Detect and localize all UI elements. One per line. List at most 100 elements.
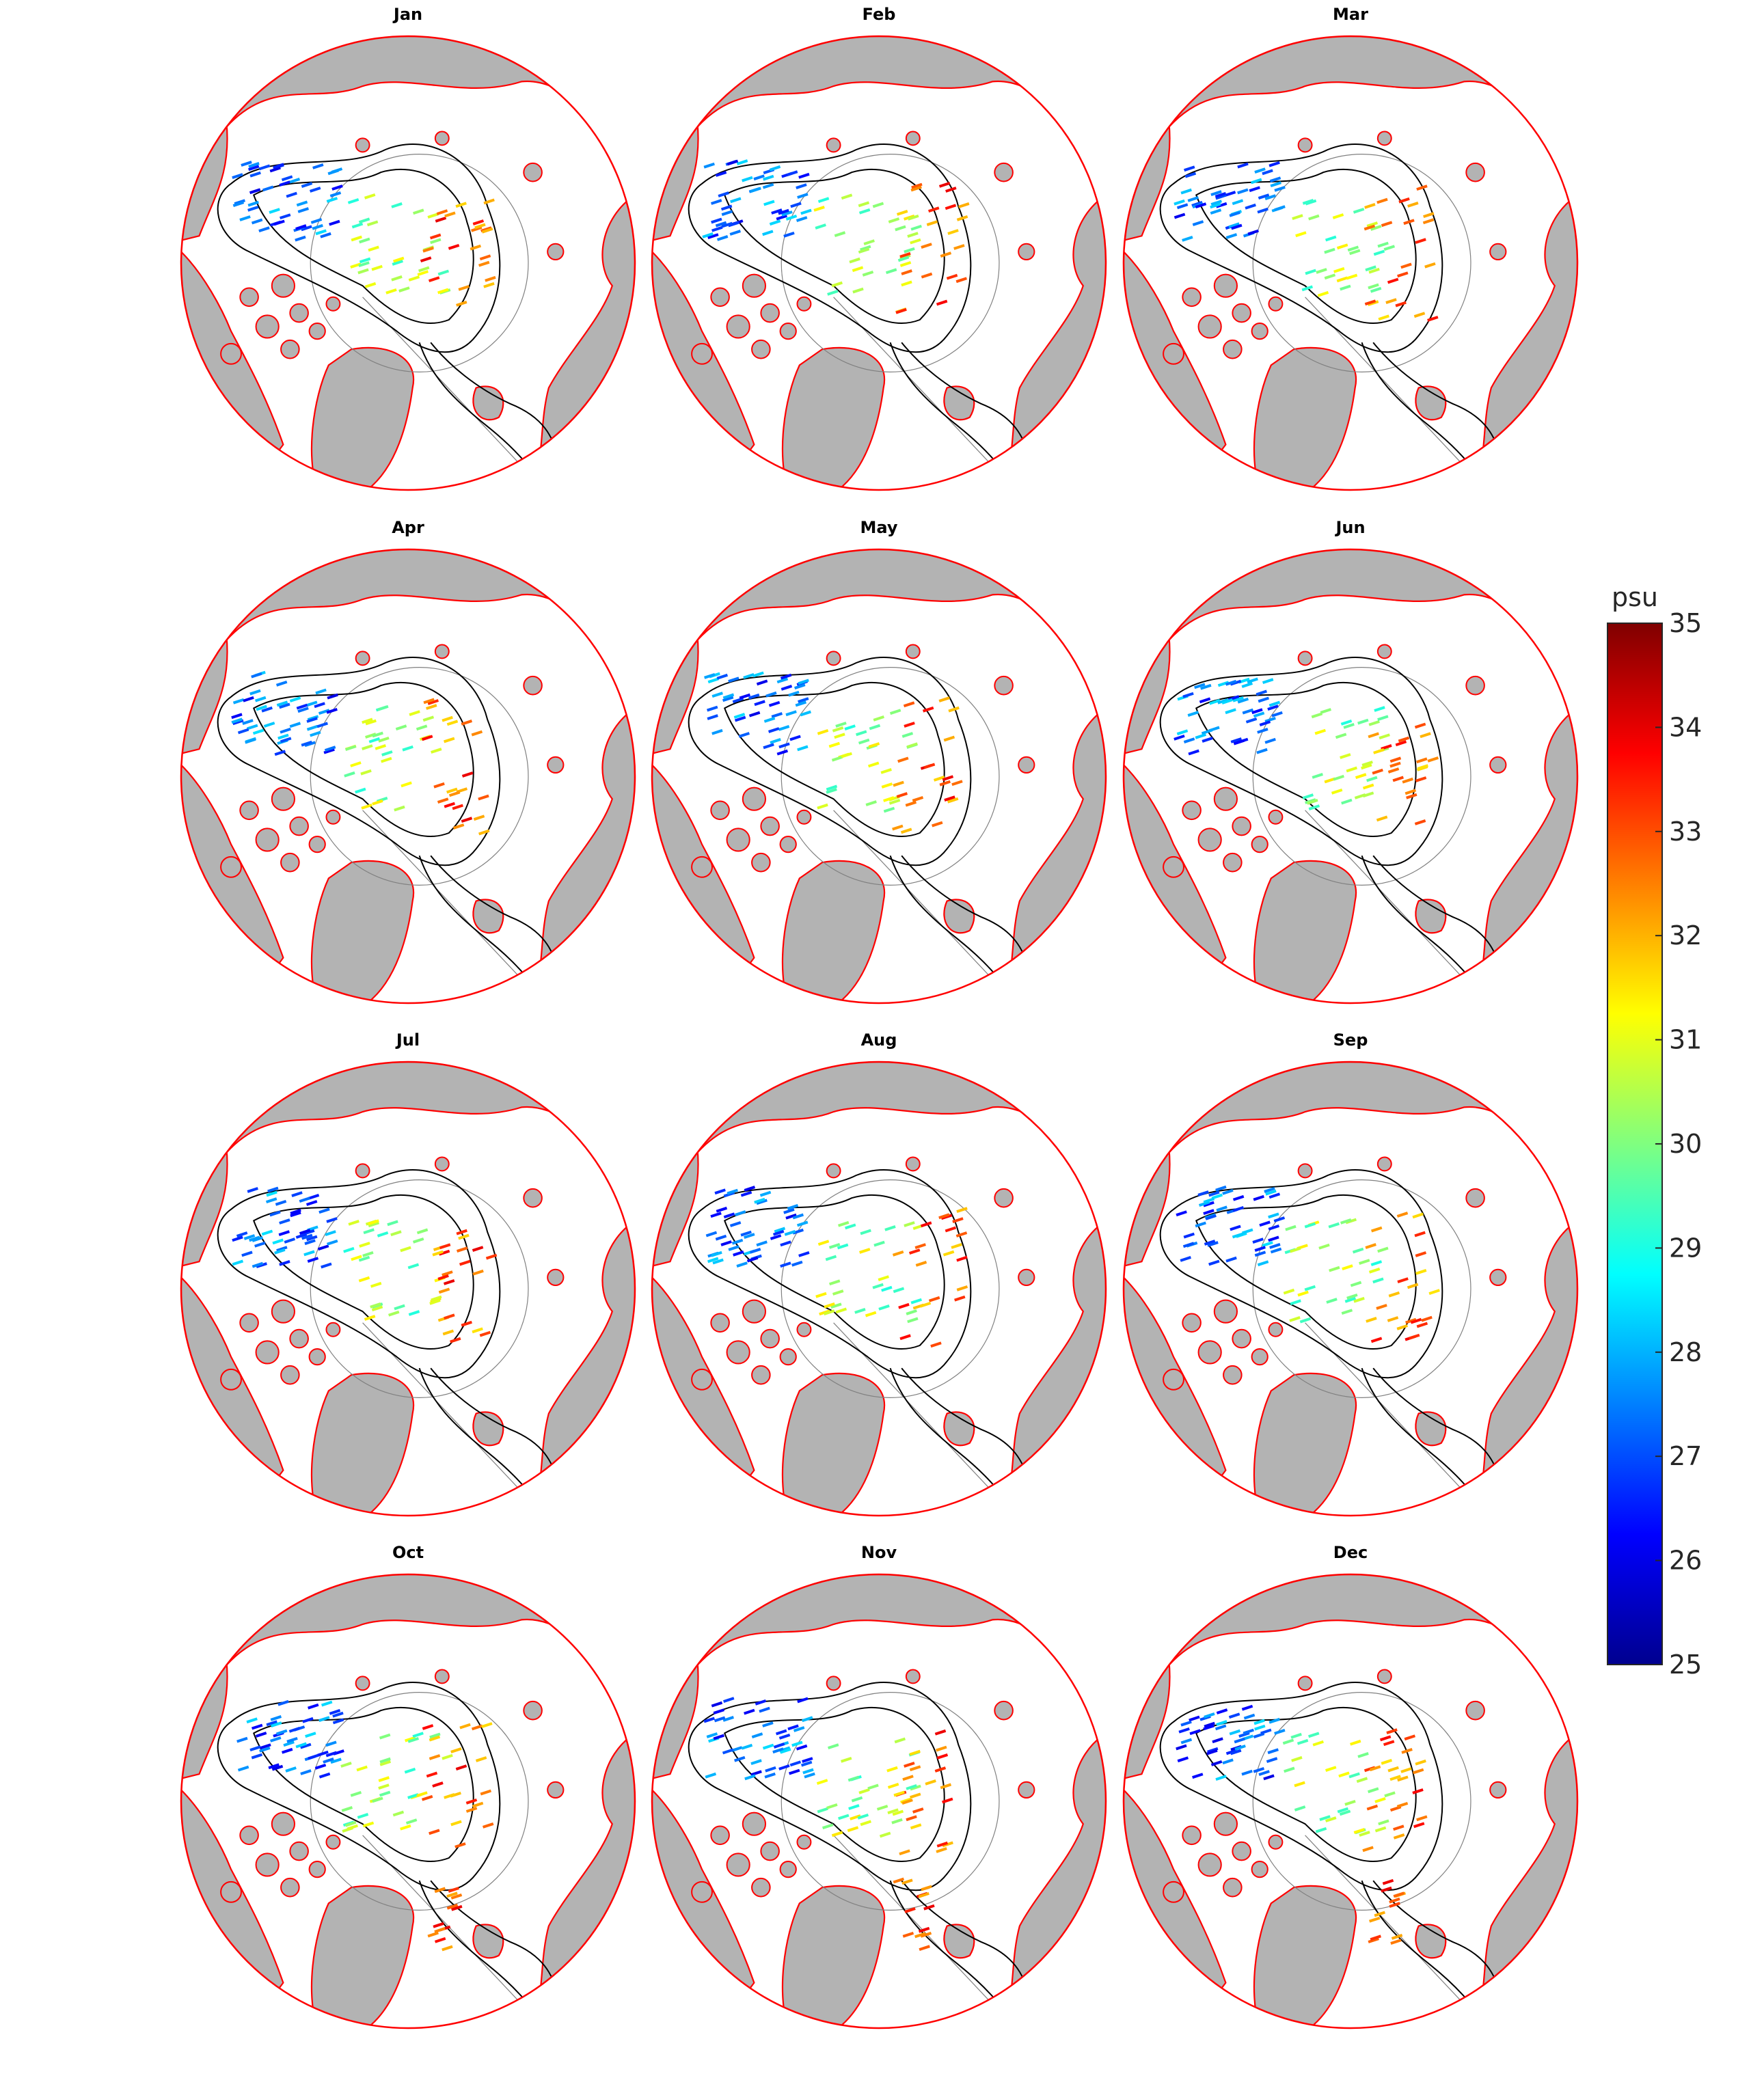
- salinity-marker: [1408, 1333, 1420, 1340]
- salinity-marker: [1326, 1298, 1338, 1304]
- salinity-marker: [364, 1315, 376, 1321]
- salinity-marker: [1388, 1291, 1400, 1298]
- island: [710, 1825, 730, 1846]
- salinity-marker: [768, 700, 781, 707]
- salinity-marker: [1215, 1724, 1227, 1731]
- salinity-marker: [232, 1235, 243, 1242]
- salinity-marker: [281, 1747, 293, 1754]
- salinity-marker: [1194, 683, 1206, 689]
- island: [710, 287, 730, 307]
- salinity-marker: [429, 1735, 441, 1742]
- salinity-marker: [452, 804, 463, 810]
- salinity-marker: [1237, 188, 1249, 195]
- salinity-marker: [394, 805, 405, 812]
- salinity-marker: [888, 217, 900, 223]
- salinity-marker: [1353, 1296, 1365, 1303]
- salinity-marker: [1274, 205, 1286, 212]
- graticule-line: [1305, 810, 1487, 1003]
- salinity-marker: [1341, 798, 1353, 805]
- salinity-marker: [705, 1772, 717, 1779]
- salinity-marker: [472, 1801, 484, 1808]
- salinity-marker: [392, 1810, 405, 1817]
- salinity-marker: [309, 187, 321, 193]
- map-frame: [1122, 1061, 1579, 1517]
- salinity-marker: [796, 1744, 808, 1751]
- salinity-marker: [1230, 679, 1242, 686]
- salinity-marker: [318, 709, 330, 715]
- salinity-marker: [867, 761, 880, 768]
- salinity-marker: [944, 795, 955, 802]
- ocean-disk: [181, 549, 635, 1003]
- salinity-marker: [1308, 804, 1320, 810]
- salinity-marker: [731, 1238, 744, 1245]
- isobath-contour: [253, 682, 474, 837]
- salinity-marker: [370, 1302, 381, 1309]
- salinity-marker: [889, 709, 901, 715]
- island: [710, 1313, 730, 1333]
- salinity-marker: [1324, 777, 1335, 784]
- salinity-marker: [259, 1746, 271, 1753]
- salinity-marker: [437, 269, 450, 276]
- salinity-marker: [703, 162, 715, 169]
- salinity-marker: [791, 1260, 803, 1267]
- island: [547, 1268, 565, 1287]
- salinity-marker: [904, 1221, 915, 1227]
- salinity-marker: [794, 683, 806, 689]
- salinity-marker: [358, 1276, 370, 1283]
- salinity-marker: [1356, 1777, 1368, 1783]
- salinity-marker: [1343, 723, 1355, 729]
- salinity-marker: [1253, 711, 1265, 718]
- island: [1489, 1268, 1507, 1287]
- salinity-marker: [1187, 711, 1199, 717]
- island: [434, 1669, 450, 1684]
- salinity-marker: [1340, 753, 1351, 759]
- salinity-marker: [795, 700, 807, 707]
- salinity-marker: [1254, 1724, 1266, 1731]
- salinity-marker: [438, 1249, 450, 1256]
- island: [1163, 1368, 1184, 1391]
- salinity-marker: [895, 225, 906, 232]
- salinity-marker: [458, 1233, 470, 1240]
- salinity-marker: [379, 1760, 392, 1766]
- salinity-marker: [1180, 1255, 1191, 1262]
- salinity-marker: [883, 806, 895, 813]
- salinity-marker: [1289, 1316, 1301, 1322]
- colorbar-tick-label: 31: [1669, 1025, 1702, 1055]
- land-mass: [310, 860, 415, 1003]
- island: [710, 800, 730, 821]
- isobath-contour: [253, 1707, 474, 1862]
- salinity-marker: [1354, 793, 1366, 799]
- salinity-marker: [1374, 1797, 1386, 1803]
- salinity-marker: [1361, 761, 1373, 767]
- salinity-marker: [280, 737, 292, 743]
- salinity-marker: [714, 1716, 726, 1723]
- salinity-marker: [261, 1229, 273, 1236]
- salinity-marker: [350, 262, 362, 269]
- salinity-marker: [1370, 1226, 1383, 1233]
- land-mass: [1253, 1372, 1357, 1516]
- graticule-circle: [1252, 154, 1471, 372]
- salinity-marker: [945, 204, 957, 210]
- salinity-marker: [1416, 757, 1428, 764]
- salinity-marker: [1268, 161, 1280, 167]
- salinity-marker: [1211, 1193, 1223, 1200]
- salinity-marker: [237, 1765, 249, 1772]
- map-panel-jan: Jan: [180, 5, 636, 491]
- salinity-marker: [362, 1821, 375, 1828]
- salinity-marker: [945, 1226, 957, 1233]
- salinity-marker: [798, 172, 810, 179]
- salinity-marker: [1222, 1758, 1234, 1765]
- salinity-marker: [942, 1797, 953, 1804]
- salinity-marker: [398, 286, 410, 292]
- salinity-marker: [904, 1907, 916, 1913]
- salinity-marker: [1268, 1212, 1279, 1219]
- salinity-marker: [783, 1207, 795, 1214]
- salinity-marker: [910, 238, 921, 245]
- panel-title: Aug: [861, 1030, 897, 1050]
- graticule-circle: [781, 1179, 1000, 1398]
- salinity-marker: [1251, 708, 1263, 715]
- land-mass: [781, 1885, 886, 2028]
- salinity-marker: [1395, 740, 1407, 747]
- island: [1297, 651, 1313, 666]
- salinity-marker: [357, 1813, 369, 1819]
